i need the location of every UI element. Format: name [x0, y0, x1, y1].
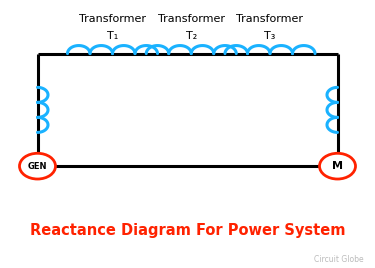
Text: T₂: T₂	[186, 31, 197, 41]
Circle shape	[320, 153, 356, 179]
Text: Transformer: Transformer	[237, 14, 303, 24]
Text: Circuit Globe: Circuit Globe	[314, 255, 364, 265]
Text: Reactance Diagram For Power System: Reactance Diagram For Power System	[30, 223, 345, 238]
Text: T₁: T₁	[107, 31, 118, 41]
Circle shape	[20, 153, 56, 179]
Text: Transformer: Transformer	[79, 14, 146, 24]
Text: Transformer: Transformer	[158, 14, 225, 24]
Text: GEN: GEN	[28, 162, 47, 171]
Text: M: M	[332, 161, 343, 171]
Text: T₃: T₃	[264, 31, 276, 41]
